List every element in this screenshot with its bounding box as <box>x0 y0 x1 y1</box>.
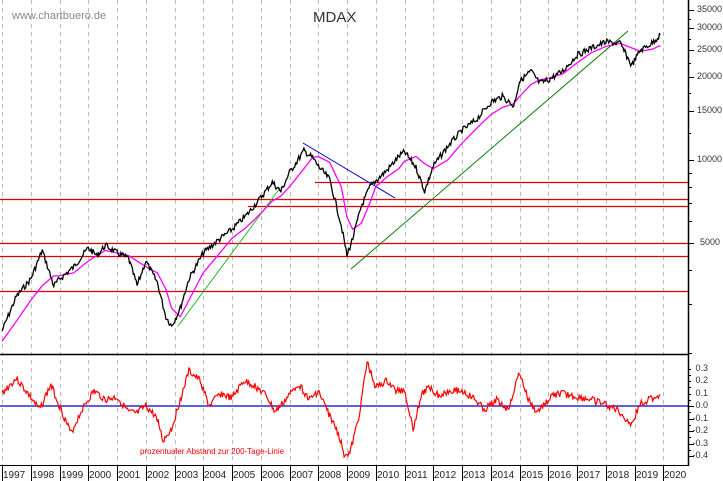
year-label: 2008 <box>319 470 342 481</box>
oscillator-tick-label: -0.2 <box>692 425 708 435</box>
axis-ticks <box>2 10 694 481</box>
year-label: 2002 <box>147 470 170 481</box>
price-tick-label: 10000 <box>697 154 723 164</box>
year-label: 2018 <box>607 470 630 481</box>
oscillator-tick-label: -0.1 <box>692 412 708 423</box>
year-label: 1999 <box>61 470 84 481</box>
oscillator-tick-label: 0.2 <box>695 375 708 385</box>
year-label: 2007 <box>291 470 314 481</box>
year-label: 2009 <box>348 470 371 481</box>
oscillator-tick-label: 0.3 <box>695 362 708 373</box>
oscillator-tick-label: -0.4 <box>692 450 708 460</box>
support-lines <box>0 181 688 293</box>
year-label: 1997 <box>3 470 26 481</box>
oscillator-tick-label: 0.0 <box>695 400 708 410</box>
downtrend-line-2007 <box>302 142 396 199</box>
oscillator-tick-label: 0.1 <box>695 387 708 398</box>
watermark: www.chartbuero.de <box>12 10 107 22</box>
oscillator-tick-label: -0.3 <box>692 437 708 448</box>
price-tick-label: 5000 <box>700 237 721 247</box>
year-label: 2013 <box>463 470 486 481</box>
price-line <box>1 32 661 332</box>
year-label: 2017 <box>578 470 601 481</box>
price-tick-label: 20000 <box>697 71 723 81</box>
year-label: 2019 <box>636 470 659 481</box>
year-label: 2005 <box>233 470 256 481</box>
year-label: 1998 <box>32 470 55 481</box>
year-label: 2000 <box>89 470 112 481</box>
year-label: 2020 <box>664 470 687 481</box>
year-label: 2003 <box>176 470 199 481</box>
price-tick-label: 30000 <box>697 22 723 33</box>
year-label: 2014 <box>492 470 515 481</box>
year-gridlines <box>2 0 664 466</box>
year-label: 2015 <box>521 470 544 481</box>
year-label: 2012 <box>434 470 457 481</box>
year-label: 2010 <box>377 470 400 481</box>
chart-title: MDAX <box>313 9 357 26</box>
oscillator-label: prozentualer Abstand zur 200-Tage-Linie <box>140 447 285 456</box>
price-tick-label: 35000 <box>697 3 723 14</box>
year-label: 2006 <box>262 470 285 481</box>
price-tick-label: 25000 <box>697 44 723 55</box>
uptrend-line-2009 <box>350 30 629 270</box>
oscillator-line <box>1 360 661 459</box>
year-label: 2001 <box>118 470 141 481</box>
year-label: 2016 <box>549 470 572 481</box>
year-label: 2011 <box>406 470 428 481</box>
price-tick-label: 15000 <box>697 105 723 116</box>
year-label: 2004 <box>204 470 227 481</box>
